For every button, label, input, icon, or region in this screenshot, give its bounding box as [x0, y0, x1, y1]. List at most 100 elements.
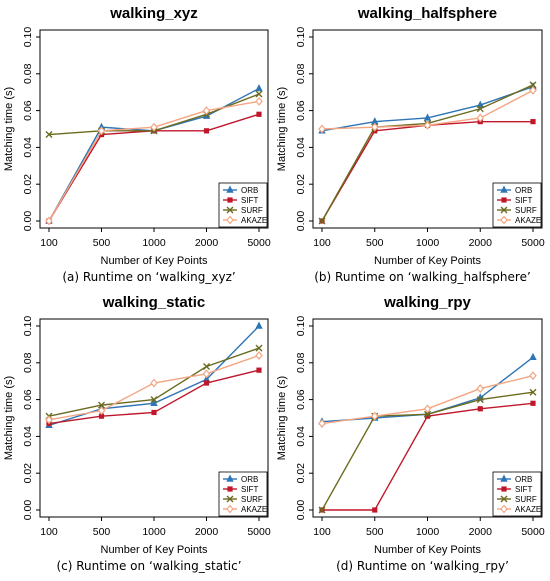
legend-marker-orb — [226, 185, 234, 193]
figure-caption: (b) Runtime on ‘walking_halfsphere’ — [314, 270, 531, 284]
chart-title: walking_halfsphere — [357, 5, 497, 22]
data-point-sift — [256, 111, 262, 117]
data-point-akaze — [45, 216, 53, 226]
data-point-sift — [530, 400, 536, 406]
data-point-surf — [150, 396, 158, 404]
legend-label-surf: SURF — [515, 495, 537, 504]
y-tick-label: 0.00 — [295, 211, 307, 232]
x-axis-label: Number of Key Points — [101, 255, 208, 267]
data-point-sift — [203, 380, 210, 386]
y-tick-label: 0.08 — [295, 352, 307, 373]
legend-marker-sift — [227, 486, 233, 492]
legend-marker-surf — [226, 495, 234, 503]
y-tick-label: 0.08 — [22, 63, 34, 84]
data-point-akaze — [318, 124, 326, 134]
data-point-akaze — [423, 404, 432, 414]
y-tick-label: 0.06 — [295, 100, 307, 121]
legend-label-akaze: AKAZE — [241, 216, 267, 225]
chart-title: walking_xyz — [109, 5, 198, 22]
x-tick-label: 1000 — [416, 526, 440, 538]
data-point-akaze — [318, 419, 326, 428]
x-tick-label: 100 — [313, 526, 331, 538]
y-tick-label: 0.02 — [295, 174, 307, 195]
data-point-orb — [255, 321, 263, 329]
y-tick-label: 0.04 — [295, 137, 307, 158]
chart-panel-4: walking_rpy 0.00 0.02 0.04 0.06 0.08 0.10 100 50… — [276, 294, 545, 573]
x-tick-label: 2000 — [469, 237, 493, 249]
figure-caption: (d) Runtime on ‘walking_rpy’ — [336, 559, 509, 573]
x-tick-label: 100 — [40, 237, 58, 249]
y-tick-label: 0.02 — [22, 463, 34, 484]
data-point-surf — [318, 217, 326, 225]
data-point-surf — [476, 396, 484, 404]
data-point-surf — [45, 131, 53, 139]
legend-label-akaze: AKAZE — [515, 505, 541, 514]
data-point-akaze — [97, 126, 106, 136]
y-axis-label: Matching time (s) — [276, 87, 288, 171]
x-tick-label: 5000 — [247, 526, 271, 538]
x-tick-label: 500 — [366, 237, 384, 249]
series-akaze — [318, 371, 537, 428]
x-tick-label: 5000 — [521, 237, 545, 249]
y-tick-label: 0.02 — [295, 463, 307, 484]
data-point-surf — [318, 506, 326, 514]
y-tick-label: 0.06 — [22, 389, 34, 410]
data-point-akaze — [150, 122, 158, 132]
y-tick-label: 0.00 — [22, 500, 34, 521]
y-tick-label: 0.10 — [22, 27, 34, 48]
data-point-surf — [529, 81, 537, 89]
data-point-akaze — [423, 120, 432, 130]
legend-marker-akaze — [226, 504, 234, 514]
legend-marker-orb — [500, 185, 508, 193]
data-point-surf — [255, 90, 263, 98]
data-point-orb — [529, 352, 537, 360]
x-tick-label: 1000 — [142, 526, 166, 538]
legend-label-orb: ORB — [241, 186, 258, 195]
legend-marker-orb — [226, 474, 234, 482]
data-point-sift — [372, 507, 378, 513]
data-point-akaze — [202, 106, 211, 116]
legend-label-surf: SURF — [241, 206, 263, 215]
x-tick-label: 5000 — [521, 526, 545, 538]
legend-marker-akaze — [500, 504, 508, 514]
data-point-orb — [476, 100, 484, 108]
y-tick-label: 0.02 — [22, 174, 34, 195]
data-point-sift — [424, 413, 431, 419]
y-axis-label: Matching time (s) — [3, 376, 15, 460]
series-akaze — [318, 85, 537, 134]
data-point-surf — [529, 388, 537, 396]
data-point-akaze — [476, 113, 485, 123]
data-point-akaze — [529, 371, 537, 381]
chart-panel-1: walking_xyz 0.00 0.02 0.04 0.06 0.08 0.10 100 50… — [3, 5, 271, 284]
legend-label-sift: SIFT — [241, 485, 258, 494]
data-point-akaze — [150, 378, 158, 388]
x-axis-label: Number of Key Points — [374, 544, 481, 556]
y-tick-label: 0.10 — [22, 316, 34, 337]
x-tick-label: 500 — [93, 237, 111, 249]
x-axis-label: Number of Key Points — [101, 544, 208, 556]
chart-title: walking_rpy — [383, 294, 471, 311]
series-akaze — [45, 351, 263, 425]
data-point-surf — [255, 344, 263, 352]
legend-label-orb: ORB — [241, 475, 258, 484]
data-point-akaze — [370, 411, 379, 421]
data-point-sift — [203, 128, 210, 134]
data-point-orb — [150, 398, 158, 406]
x-tick-label: 500 — [366, 526, 384, 538]
legend-label-sift: SIFT — [515, 196, 532, 205]
data-point-orb — [423, 113, 432, 121]
legend-marker-akaze — [500, 215, 508, 225]
y-tick-label: 0.06 — [295, 389, 307, 410]
legend-label-sift: SIFT — [241, 196, 258, 205]
data-point-akaze — [97, 406, 106, 416]
legend-marker-akaze — [226, 215, 234, 225]
y-tick-label: 0.08 — [22, 352, 34, 373]
data-point-sift — [256, 367, 262, 373]
y-tick-label: 0.06 — [22, 100, 34, 121]
data-point-sift — [151, 409, 157, 416]
data-point-akaze — [202, 369, 211, 379]
legend-label-akaze: AKAZE — [241, 505, 267, 514]
